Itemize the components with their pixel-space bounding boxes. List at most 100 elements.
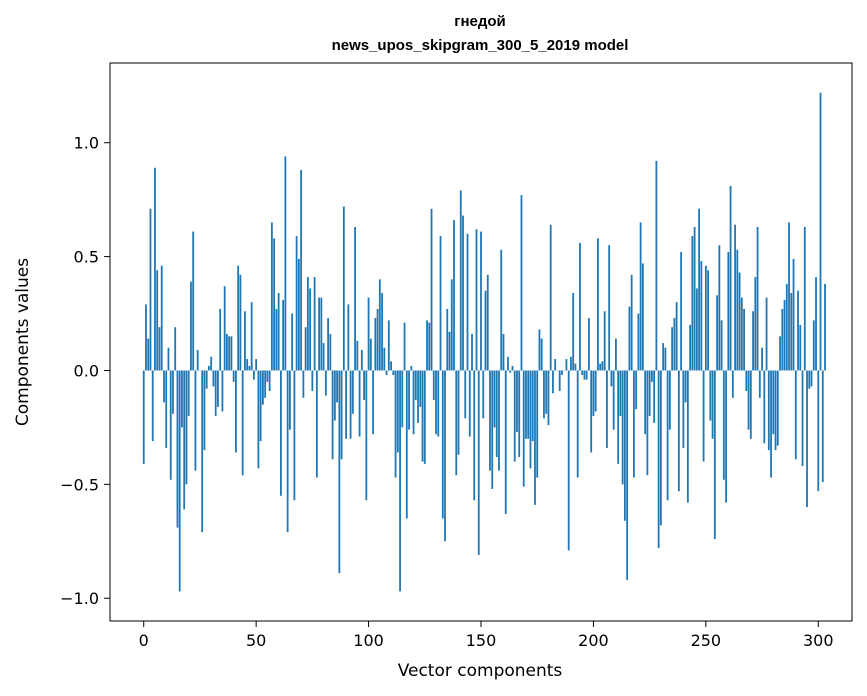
bar bbox=[797, 290, 799, 371]
bar bbox=[149, 208, 152, 371]
bar bbox=[394, 370, 397, 478]
bar bbox=[241, 370, 244, 476]
bar bbox=[574, 363, 577, 371]
bar bbox=[570, 356, 572, 371]
bar bbox=[513, 370, 516, 462]
bar bbox=[619, 370, 622, 417]
bar bbox=[430, 208, 433, 371]
bar bbox=[711, 370, 714, 439]
bar bbox=[405, 370, 408, 519]
bar bbox=[468, 370, 471, 437]
bar bbox=[700, 261, 703, 371]
bar bbox=[680, 252, 683, 371]
bar bbox=[567, 370, 570, 551]
bar bbox=[484, 290, 487, 371]
bar bbox=[794, 370, 797, 460]
bar bbox=[675, 302, 678, 371]
bar bbox=[756, 226, 759, 371]
bar bbox=[758, 370, 761, 398]
bar bbox=[208, 365, 210, 371]
bar bbox=[387, 320, 390, 371]
bar bbox=[545, 370, 548, 414]
bar bbox=[606, 370, 608, 448]
bar bbox=[439, 236, 442, 371]
bar bbox=[315, 370, 318, 478]
bar bbox=[165, 370, 168, 448]
y-tick-label: 1.0 bbox=[74, 134, 99, 153]
x-tick-label: 300 bbox=[803, 631, 834, 650]
bar bbox=[347, 304, 350, 371]
bar bbox=[262, 370, 264, 405]
bar bbox=[309, 288, 312, 371]
y-tick-label: 0.5 bbox=[74, 248, 99, 267]
x-axis-label: Vector components bbox=[398, 661, 563, 681]
bar bbox=[552, 370, 554, 394]
bar bbox=[633, 370, 635, 478]
bar bbox=[615, 338, 617, 371]
bar bbox=[367, 297, 370, 371]
bar bbox=[781, 308, 784, 371]
bar bbox=[736, 249, 739, 371]
x-tick-label: 250 bbox=[691, 631, 722, 650]
bar bbox=[471, 334, 473, 371]
bar bbox=[187, 370, 190, 417]
bar bbox=[342, 206, 345, 371]
bar bbox=[441, 370, 444, 519]
bar bbox=[212, 370, 215, 387]
bar bbox=[178, 370, 181, 592]
bar bbox=[776, 370, 779, 446]
bar bbox=[466, 233, 469, 371]
bar bbox=[644, 370, 647, 435]
bar bbox=[437, 370, 440, 437]
bar bbox=[192, 231, 195, 371]
bar bbox=[626, 370, 629, 580]
bar bbox=[686, 370, 689, 503]
bar bbox=[275, 308, 278, 371]
bar bbox=[531, 370, 534, 442]
bar bbox=[160, 265, 163, 371]
bar bbox=[194, 370, 197, 471]
bar bbox=[783, 299, 786, 371]
bar bbox=[277, 293, 280, 371]
bar bbox=[385, 370, 388, 376]
bar bbox=[172, 370, 174, 414]
bar bbox=[504, 370, 507, 514]
bar bbox=[738, 272, 741, 371]
bar bbox=[594, 370, 597, 412]
bar bbox=[374, 318, 377, 371]
bar bbox=[376, 308, 379, 371]
bar bbox=[628, 306, 631, 371]
bar bbox=[664, 347, 667, 371]
bar bbox=[475, 229, 478, 371]
chart-subtitle: news_upos_skipgram_300_5_2019 model bbox=[332, 37, 629, 54]
bar bbox=[401, 370, 404, 428]
bar bbox=[185, 370, 188, 485]
bar bbox=[603, 311, 606, 371]
bar bbox=[345, 370, 347, 439]
bar bbox=[565, 359, 568, 371]
bar bbox=[235, 370, 237, 453]
bar bbox=[304, 327, 307, 371]
bar bbox=[201, 370, 204, 533]
bar bbox=[561, 370, 563, 376]
bar bbox=[473, 370, 476, 501]
bar bbox=[522, 370, 525, 487]
bar bbox=[716, 295, 718, 371]
bar bbox=[450, 279, 453, 371]
bar bbox=[145, 304, 147, 371]
bar bbox=[765, 297, 768, 371]
bar bbox=[369, 338, 372, 371]
bar bbox=[163, 370, 165, 403]
bar bbox=[819, 92, 822, 371]
bar bbox=[284, 156, 287, 371]
bar bbox=[801, 370, 804, 467]
bar bbox=[588, 318, 590, 371]
bar bbox=[232, 370, 235, 382]
bar bbox=[419, 370, 422, 407]
bar bbox=[408, 370, 410, 430]
bar bbox=[414, 370, 417, 401]
bar bbox=[324, 370, 327, 396]
bar bbox=[286, 370, 289, 533]
bar bbox=[673, 318, 676, 371]
